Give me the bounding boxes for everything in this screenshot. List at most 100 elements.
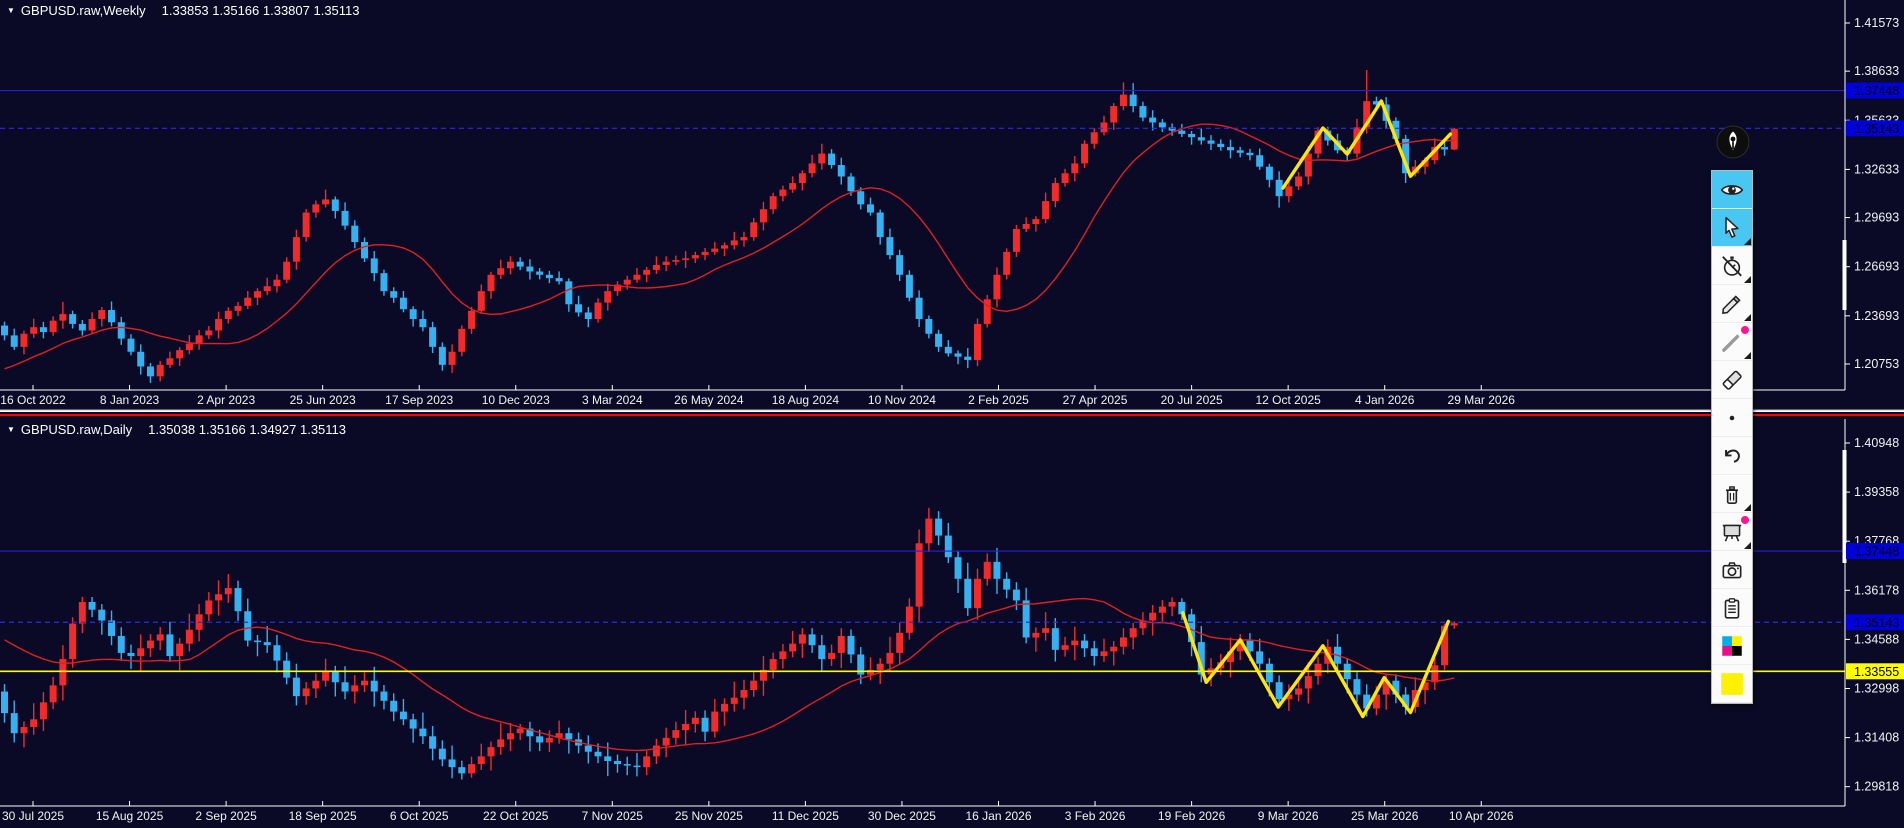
time-axis: 30 Jul 2025 15 Aug 2025 2 Sep 2025 18 Sep 2…	[0, 801, 1845, 823]
scale-scroll-thumb	[1842, 240, 1847, 310]
cursor-icon	[1725, 216, 1739, 238]
zigzag-overlay	[1181, 611, 1451, 719]
color-palette-icon	[1722, 635, 1742, 656]
tool-screenshot-button[interactable]	[1712, 551, 1752, 589]
weekly-symbol-label: GBPUSD.raw,Weekly	[20, 3, 146, 18]
weekly-chart-title: ▼ GBPUSD.raw,Weekly 1.33853 1.35166 1.33…	[7, 3, 360, 18]
tool-point-button[interactable]	[1712, 399, 1752, 437]
tool-trendline-button[interactable]	[1712, 323, 1752, 361]
camera-icon	[1722, 561, 1742, 578]
collapse-triangle-icon[interactable]: ▼	[7, 6, 15, 15]
date-label: 3 Feb 2026	[1065, 809, 1126, 823]
price-tick-label: 1.36178	[1854, 583, 1899, 597]
price-tick-label: 1.40948	[1854, 436, 1899, 450]
daily-chart-canvas[interactable]: 30 Jul 2025 15 Aug 2025 2 Sep 2025 18 Sep 2…	[0, 419, 1904, 828]
collapse-triangle-icon[interactable]: ▼	[7, 425, 15, 434]
submenu-corner-triangle	[1744, 238, 1751, 245]
pink-badge-dot	[1741, 516, 1749, 524]
daily-symbol-label: GBPUSD.raw,Daily	[20, 422, 133, 437]
chart-window-daily: 30 Jul 2025 15 Aug 2025 2 Sep 2025 18 Sep 2…	[0, 419, 1904, 828]
date-label: 2 Sep 2025	[195, 809, 257, 823]
price-tick-label: 1.29818	[1854, 780, 1899, 794]
yellow-swatch-icon	[1721, 672, 1743, 695]
date-label: 10 Apr 2026	[1449, 809, 1514, 823]
tool-board-button[interactable]	[1712, 513, 1752, 551]
tool-timer-off-button[interactable]	[1712, 247, 1752, 285]
price-tag-label: 1.35143	[1854, 122, 1899, 136]
pencil-icon	[1722, 294, 1741, 314]
date-label: 2 Apr 2023	[197, 393, 255, 407]
daily-chart-title: ▼ GBPUSD.raw,Daily 1.35038 1.35166 1.349…	[7, 422, 346, 437]
tool-eraser-button[interactable]	[1712, 361, 1752, 399]
daily-ohlc-quote: 1.35038 1.35166 1.34927 1.35113	[148, 422, 347, 437]
date-label: 6 Oct 2025	[390, 809, 449, 823]
chart-window-weekly: 16 Oct 2022 8 Jan 2023 2 Apr 2023 25 Jun 20…	[0, 0, 1904, 409]
date-label: 25 Jun 2023	[290, 393, 356, 407]
date-label: 10 Dec 2023	[482, 393, 550, 407]
date-label: 17 Sep 2023	[385, 393, 453, 407]
date-label: 30 Dec 2025	[868, 809, 936, 823]
pen-nib-icon	[1716, 125, 1750, 159]
scale-scroll-thumb	[1842, 450, 1847, 563]
submenu-corner-triangle	[1744, 314, 1751, 321]
date-label: 19 Feb 2026	[1158, 809, 1226, 823]
price-tag-label: 1.35143	[1854, 616, 1899, 630]
date-label: 16 Oct 2022	[0, 393, 66, 407]
date-label: 9 Mar 2026	[1258, 809, 1319, 823]
pink-badge-dot	[1741, 326, 1749, 334]
active-window-red-line	[0, 414, 1904, 416]
price-tag	[1846, 663, 1904, 680]
date-label: 12 Oct 2025	[1255, 393, 1321, 407]
stopwatch-off-icon	[1722, 255, 1742, 276]
tool-pencil-button[interactable]	[1712, 285, 1752, 323]
tool-delete-button[interactable]	[1712, 475, 1752, 513]
submenu-corner-triangle	[1744, 504, 1751, 511]
date-label: 26 May 2024	[674, 393, 744, 407]
tool-undo-button[interactable]	[1712, 437, 1752, 475]
date-label: 27 Apr 2025	[1063, 393, 1128, 407]
time-axis: 16 Oct 2022 8 Jan 2023 2 Apr 2023 25 Jun 20…	[0, 385, 1845, 407]
trash-icon	[1726, 485, 1738, 504]
eraser-icon	[1722, 370, 1742, 390]
date-label: 7 Nov 2025	[582, 809, 644, 823]
undo-icon	[1725, 449, 1740, 463]
tool-clipboard-button[interactable]	[1712, 589, 1752, 627]
tool-cursor-button[interactable]	[1712, 209, 1752, 247]
price-tag-label: 1.37448	[1854, 545, 1899, 559]
window-separator[interactable]	[0, 409, 1904, 419]
date-label: 2 Feb 2025	[968, 393, 1029, 407]
submenu-corner-triangle	[1744, 542, 1751, 549]
candles	[1, 507, 1458, 780]
easel-icon	[1722, 524, 1742, 541]
price-tag	[1846, 82, 1904, 99]
clipboard-icon	[1724, 597, 1740, 619]
weekly-ohlc-quote: 1.33853 1.35166 1.33807 1.35113	[161, 3, 360, 18]
date-label: 10 Nov 2024	[868, 393, 936, 407]
date-label: 18 Aug 2024	[772, 393, 840, 407]
price-tick-label: 1.32998	[1854, 681, 1899, 695]
tool-colors-button[interactable]	[1712, 627, 1752, 665]
price-tag-label: 1.37448	[1854, 84, 1899, 98]
moving-average-line	[4, 123, 1455, 370]
drawing-toolbar	[1711, 170, 1753, 704]
price-tag-label: 1.33555	[1854, 665, 1899, 679]
tool-active-color-button[interactable]	[1712, 665, 1752, 703]
date-label: 15 Aug 2025	[96, 809, 164, 823]
tool-visibility-button[interactable]	[1712, 171, 1752, 209]
date-label: 4 Jan 2026	[1355, 393, 1415, 407]
price-tag	[1846, 120, 1904, 137]
price-tick-label: 1.20753	[1854, 357, 1899, 371]
price-tag	[1846, 543, 1904, 560]
price-tag	[1846, 614, 1904, 631]
price-tick-label: 1.23693	[1854, 309, 1899, 323]
price-tick-label: 1.34588	[1854, 632, 1899, 646]
price-tick-label: 1.39358	[1854, 485, 1899, 499]
candles	[1, 70, 1458, 383]
date-label: 16 Jan 2026	[965, 809, 1031, 823]
date-label: 8 Jan 2023	[100, 393, 160, 407]
drawing-pen-fab-button[interactable]	[1716, 125, 1750, 159]
eye-icon	[1720, 184, 1744, 195]
weekly-chart-canvas[interactable]: 16 Oct 2022 8 Jan 2023 2 Apr 2023 25 Jun 20…	[0, 0, 1904, 409]
submenu-corner-triangle	[1744, 276, 1751, 283]
